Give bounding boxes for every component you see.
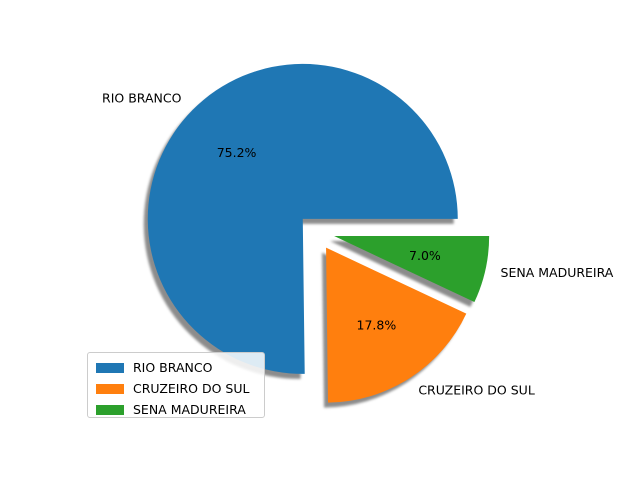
legend-swatch-cruzeiro-do-sul — [96, 383, 124, 394]
slice-label-rio-branco: RIO BRANCO — [102, 91, 182, 106]
legend-entry-sena-madureira: SENA MADUREIRA — [96, 399, 264, 420]
pie-slices — [147, 63, 490, 403]
slice-percent-cruzeiro-do-sul: 17.8% — [357, 317, 397, 332]
pie-labels: RIO BRANCO 75.2% CRUZEIRO DO SUL 17.8% SENA … — [102, 91, 614, 398]
legend-entry-rio-branco: RIO BRANCO — [96, 357, 264, 378]
legend-label-rio-branco: RIO BRANCO — [133, 360, 213, 375]
slice-percent-rio-branco: 75.2% — [217, 145, 257, 160]
legend-entry-cruzeiro-do-sul: CRUZEIRO DO SUL — [96, 378, 264, 399]
legend-swatch-sena-madureira — [96, 404, 124, 415]
pie-slice-cruzeiro-do-sul — [326, 247, 467, 403]
chart-legend: RIO BRANCO CRUZEIRO DO SUL SENA MADUREIR… — [87, 352, 265, 418]
legend-label-cruzeiro-do-sul: CRUZEIRO DO SUL — [133, 381, 250, 396]
slice-label-cruzeiro-do-sul: CRUZEIRO DO SUL — [418, 383, 535, 398]
legend-label-sena-madureira: SENA MADUREIRA — [133, 402, 246, 417]
slice-label-sena-madureira: SENA MADUREIRA — [501, 265, 614, 280]
legend-swatch-rio-branco — [96, 362, 124, 373]
slice-percent-sena-madureira: 7.0% — [409, 248, 441, 263]
pie-slice-sena-madureira — [334, 236, 490, 303]
pie-slice-rio-branco — [147, 63, 458, 374]
